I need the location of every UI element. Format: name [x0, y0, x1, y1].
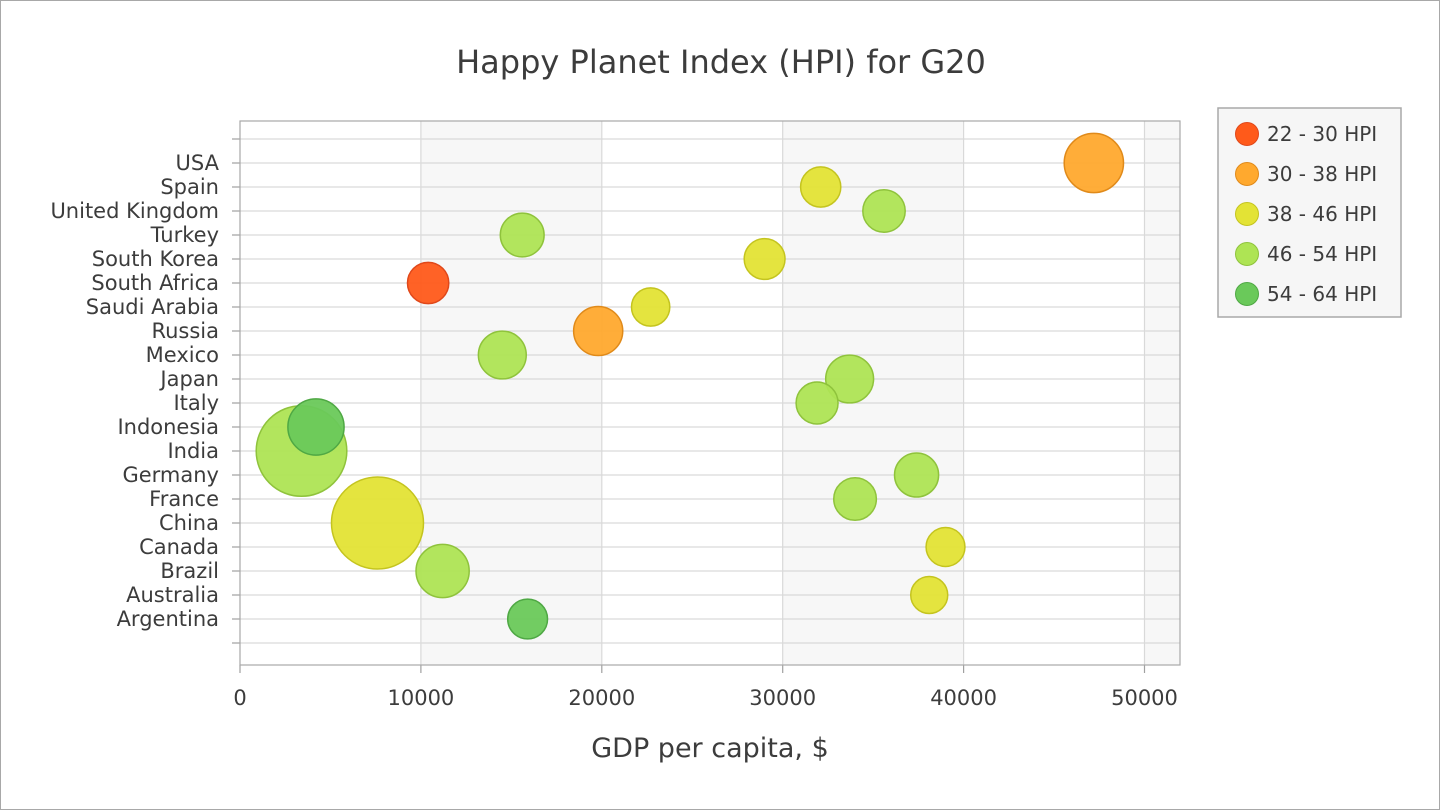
y-tick-label: Turkey [150, 223, 219, 247]
bubble-australia[interactable] [909, 575, 949, 615]
bubble-france[interactable] [833, 476, 878, 522]
y-tick-label: USA [176, 151, 220, 175]
legend-marker [1235, 202, 1259, 226]
plot-border [239, 120, 1181, 666]
x-tick-label: 0 [233, 686, 246, 710]
x-tick-label: 50000 [1111, 686, 1178, 710]
legend-label: 46 - 54 HPI [1267, 242, 1377, 266]
y-tick-label: Spain [160, 175, 219, 199]
x-tick-label: 40000 [930, 686, 997, 710]
chart-title: Happy Planet Index (HPI) for G20 [456, 43, 986, 81]
x-axis-title: GDP per capita, $ [591, 733, 829, 764]
bubble-argentina[interactable] [506, 598, 549, 640]
axes [232, 120, 1181, 673]
legend-label: 30 - 38 HPI [1267, 162, 1377, 186]
legend-marker [1235, 122, 1259, 146]
legend-marker [1235, 162, 1259, 186]
legend-label: 22 - 30 HPI [1267, 122, 1377, 146]
y-tick-label: Saudi Arabia [86, 295, 219, 319]
bubble-south-africa[interactable] [406, 261, 450, 305]
x-tick-label: 10000 [387, 686, 454, 710]
y-tick-label: Brazil [160, 559, 219, 583]
bubble-china[interactable] [330, 476, 425, 570]
y-tick-label: South Africa [91, 271, 219, 295]
bubble-mexico[interactable] [477, 330, 527, 380]
y-tick-label: South Korea [92, 247, 219, 271]
bubble-canada[interactable] [925, 526, 966, 568]
plot-band [240, 121, 421, 665]
plot-band [1144, 121, 1180, 665]
y-tick-label: Australia [126, 583, 219, 607]
bubble-russia[interactable] [572, 305, 624, 357]
bubble-japan[interactable] [824, 354, 875, 404]
y-tick-label: Russia [151, 319, 219, 343]
y-tick-label: Argentina [117, 607, 219, 631]
x-tick-label: 30000 [749, 686, 816, 710]
bubble-usa[interactable] [1063, 132, 1125, 194]
y-tick-label: Japan [158, 367, 219, 391]
bubble-south-korea[interactable] [743, 237, 786, 281]
y-tick-label: France [149, 487, 219, 511]
y-tick-label: China [159, 511, 219, 535]
y-tick-label: Mexico [146, 343, 219, 367]
legend-label: 54 - 64 HPI [1267, 282, 1377, 306]
bubble-indonesia[interactable] [287, 398, 345, 456]
bubble-brazil[interactable] [415, 543, 470, 599]
legend-marker [1235, 242, 1259, 266]
bubble-turkey[interactable] [499, 212, 545, 258]
x-tick-label: 20000 [568, 686, 635, 710]
x-axis-labels: 0 10000 20000 30000 40000 50000 [233, 686, 1178, 710]
y-tick-label: Indonesia [117, 415, 219, 439]
bubbles [255, 132, 1125, 640]
bubble-saudi-arabia[interactable] [630, 287, 671, 327]
bubble-united-kingdom[interactable] [862, 189, 906, 233]
y-tick-label: Germany [122, 463, 219, 487]
legend-label: 38 - 46 HPI [1267, 202, 1377, 226]
y-axis-labels: ArgentinaAustraliaBrazilCanadaChinaFranc… [50, 151, 219, 631]
y-tick-label: India [167, 439, 219, 463]
plot-band [963, 121, 1145, 665]
legend[interactable]: 22 - 30 HPI 30 - 38 HPI 38 - 46 HPI 46 - 54… [1217, 107, 1402, 318]
legend-marker [1235, 282, 1259, 306]
bubble-germany[interactable] [893, 452, 940, 498]
y-tick-label: Italy [173, 391, 219, 415]
plot-bands [240, 121, 1180, 665]
plot-band [601, 121, 783, 665]
y-tick-label: United Kingdom [50, 199, 219, 223]
y-tick-label: Canada [139, 535, 219, 559]
bubble-italy[interactable] [795, 381, 839, 425]
bubble-spain[interactable] [799, 166, 842, 208]
